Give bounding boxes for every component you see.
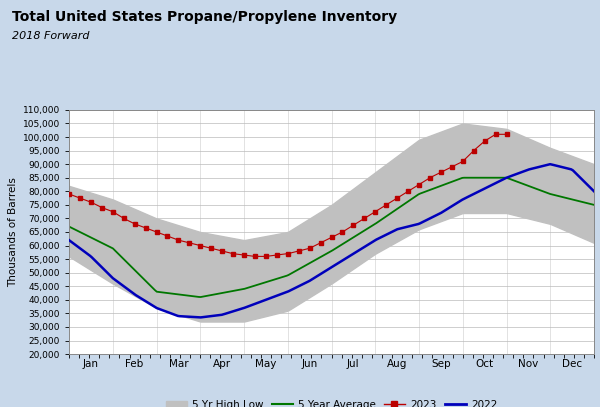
Text: Total United States Propane/Propylene Inventory: Total United States Propane/Propylene In…	[12, 10, 397, 24]
Text: 2018 Forward: 2018 Forward	[12, 31, 89, 41]
Y-axis label: Thousands of Barrels: Thousands of Barrels	[8, 177, 19, 287]
Legend: 5 Yr High Low, 5 Year Average, 2023, 2022: 5 Yr High Low, 5 Year Average, 2023, 202…	[161, 396, 502, 407]
